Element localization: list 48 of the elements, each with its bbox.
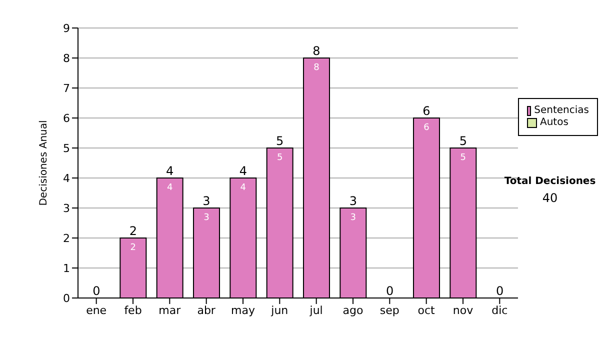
y-tick-label: 3	[63, 202, 70, 215]
total-label: 5	[276, 134, 284, 148]
legend-label: Sentencias	[534, 105, 589, 117]
total-label: 8	[312, 44, 320, 58]
data-label: 5	[276, 153, 283, 163]
x-tick-label: oct	[418, 304, 436, 317]
x-tick-label: mar	[158, 304, 182, 317]
y-tick-label: 2	[63, 232, 70, 245]
y-tick-label: 1	[63, 262, 70, 275]
data-label: 4	[240, 183, 246, 193]
y-tick-label: 9	[63, 22, 70, 35]
x-tick-label: ene	[86, 304, 107, 317]
total-label: 6	[422, 104, 430, 118]
y-tick-label: 6	[63, 112, 70, 125]
x-tick-label: may	[231, 304, 256, 317]
legend-label: Autos	[540, 117, 568, 129]
total-label: 0	[386, 284, 394, 298]
data-label: 8	[314, 63, 320, 73]
x-tick-label: sep	[380, 304, 400, 317]
annotation: Total Decisiones	[503, 176, 597, 187]
y-axis-title: Decisiones Anual	[38, 120, 50, 206]
y-tick-label: 7	[63, 82, 70, 95]
x-tick-label: jun	[270, 304, 288, 317]
text: 40	[541, 191, 559, 205]
data-label: 4	[166, 183, 173, 193]
data-label: 3	[350, 213, 356, 223]
data-label: 6	[424, 123, 430, 133]
y-tick-label: 8	[63, 52, 70, 65]
x-tick-label: ago	[342, 304, 364, 317]
total-label: 3	[202, 194, 210, 208]
x-tick-label: abr	[197, 304, 216, 317]
x-tick-label: feb	[124, 304, 142, 317]
data-label: 3	[204, 213, 210, 223]
total-label: 3	[349, 194, 357, 208]
y-tick-label: 4	[63, 172, 70, 185]
y-tick-label: 5	[63, 142, 70, 155]
total-label: 0	[92, 284, 100, 298]
x-tick-label: nov	[452, 304, 474, 317]
x-tick-label: dic	[492, 304, 508, 317]
data-label: 2	[130, 243, 136, 253]
x-tick-label: jul	[308, 304, 323, 317]
total-label: 5	[459, 134, 467, 148]
y-tick-label: 0	[63, 292, 70, 305]
total-label: 4	[166, 164, 174, 178]
total-label: 4	[239, 164, 247, 178]
data-label: 5	[460, 153, 466, 163]
total-label: 0	[496, 284, 504, 298]
total-label: 2	[129, 224, 137, 238]
